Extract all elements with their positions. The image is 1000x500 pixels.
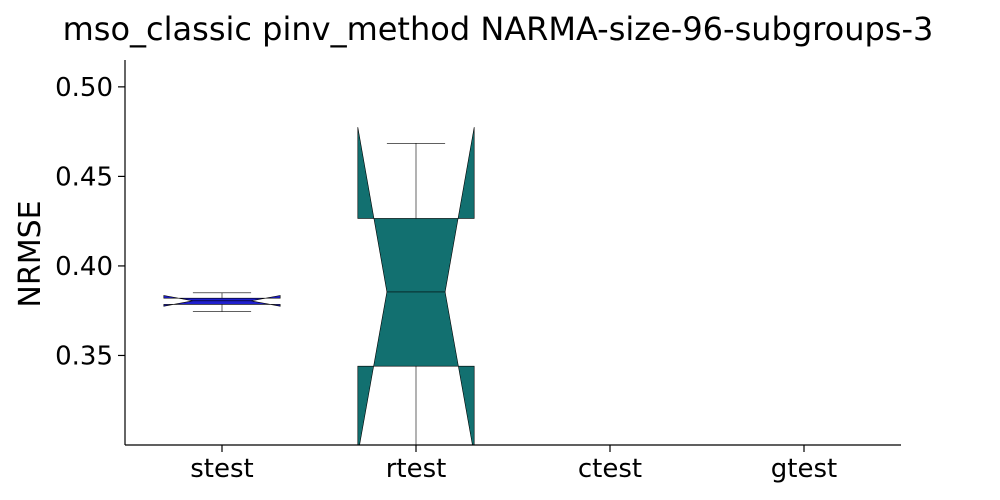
y-ticks: 0.35 0.40 0.45 0.50 <box>55 73 125 371</box>
x-tick-label: ctest <box>578 454 642 484</box>
y-axis-label: NRMSE <box>13 200 48 307</box>
y-tick-label: 0.45 <box>55 162 113 192</box>
x-ticks: stest rtest ctest gtest <box>190 445 837 484</box>
box-rtest <box>357 127 475 445</box>
chart-title: mso_classic pinv_method NARMA-size-96-su… <box>63 10 934 48</box>
y-tick-label: 0.35 <box>55 341 113 371</box>
x-tick-label: rtest <box>386 454 447 484</box>
y-tick-label: 0.50 <box>55 73 113 103</box>
x-tick-label: stest <box>190 454 253 484</box>
y-tick-label: 0.40 <box>55 252 113 282</box>
x-tick-label: gtest <box>771 454 837 484</box>
boxes-layer <box>163 127 475 445</box>
